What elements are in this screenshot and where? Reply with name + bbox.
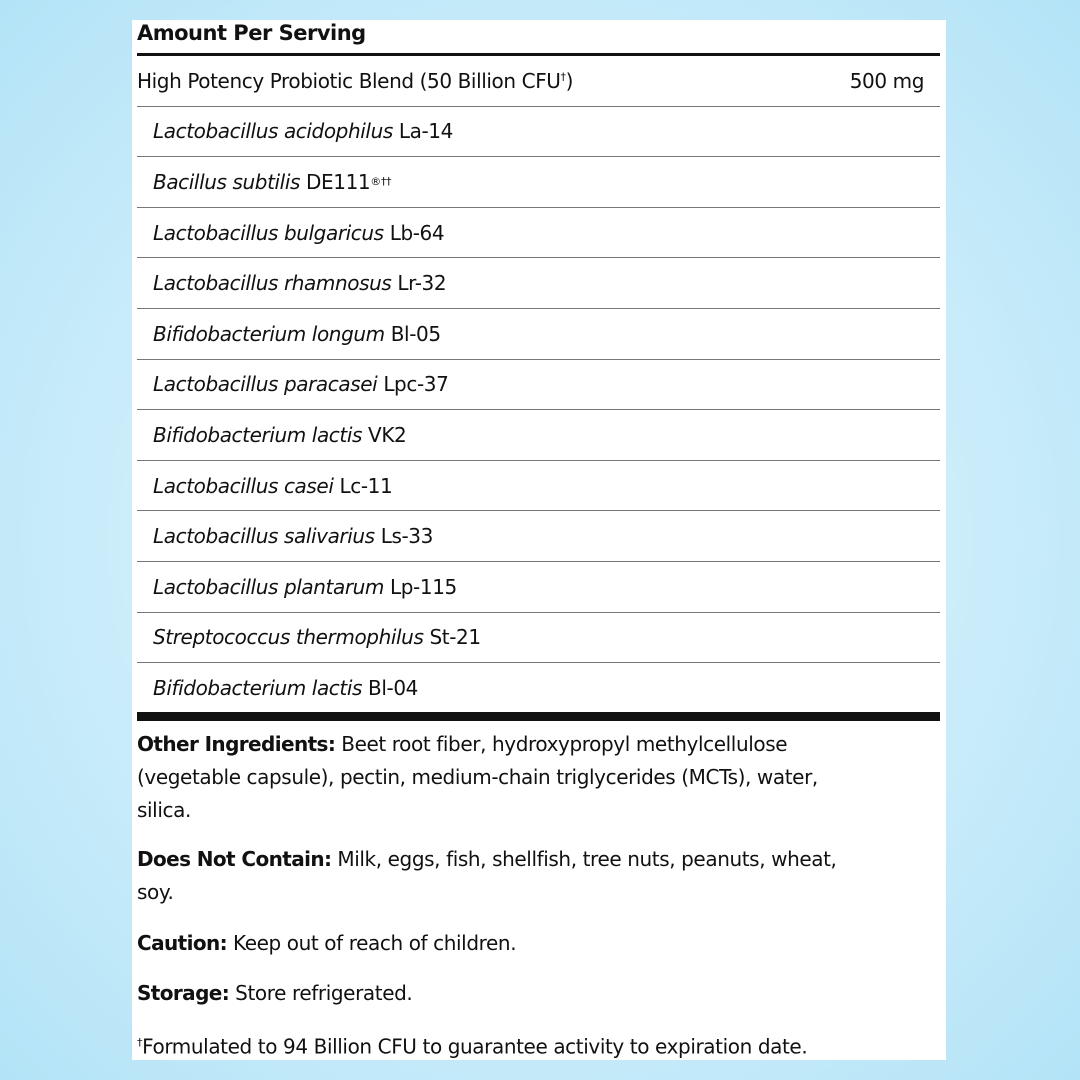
strain-row: Bacillus subtilis DE111 ®†† [137,157,940,208]
strain-code: Lc-11 [339,473,393,498]
strain-species: Lactobacillus casei [153,473,334,498]
strain-code: Bl-04 [368,675,418,700]
strain-species: Lactobacillus rhamnosus [153,271,392,296]
divider-bar [137,712,940,721]
strain-row: Lactobacillus salivarius Ls-33 [137,511,940,562]
strain-row: Lactobacillus acidophilus La-14 [137,107,940,158]
strain-row: Lactobacillus casei Lc-11 [137,461,940,512]
supplement-facts-panel: Amount Per Serving High Potency Probioti… [132,20,946,1060]
storage: Storage: Store refrigerated. [137,981,413,1005]
strain-species: Lactobacillus bulgaricus [153,220,384,245]
strain-row: Bifidobacterium lactis Bl-04 [137,663,940,714]
strain-row: Lactobacillus bulgaricus Lb-64 [137,208,940,259]
strain-code: Lpc-37 [383,372,449,397]
strain-row: Lactobacillus paracasei Lpc-37 [137,360,940,411]
strain-code: La-14 [398,119,453,144]
strain-code: Bl-05 [390,321,441,346]
strain-species: Lactobacillus plantarum [153,574,385,599]
strain-row: Bifidobacterium longum Bl-05 [137,309,940,360]
strain-species: Lactobacillus paracasei [153,372,378,397]
strain-row: Lactobacillus rhamnosus Lr-32 [137,258,940,309]
divider-thick [137,53,940,56]
blend-name: High Potency Probiotic Blend (50 Billion… [137,68,574,93]
strain-species: Bifidobacterium lactis [153,675,363,700]
other-ingredients: Other Ingredients: Beet root fiber, hydro… [137,732,818,822]
caution: Caution: Keep out of reach of children. [137,931,517,955]
blend-amount: 500 mg [849,68,925,93]
strain-mark: ®†† [370,175,392,189]
strain-species: Streptococcus thermophilus [153,625,424,650]
strain-code: DE111 [306,169,371,194]
strain-species: Bifidobacterium lactis [153,422,363,447]
blend-row: High Potency Probiotic Blend (50 Billion… [137,56,940,107]
strain-species: Lactobacillus acidophilus [153,119,393,144]
strain-code: Lp-115 [390,574,457,599]
strain-code: VK2 [368,422,407,447]
strain-species: Bacillus subtilis [153,169,301,194]
strain-row: Streptococcus thermophilus St-21 [137,613,940,664]
strain-code: St-21 [429,625,481,650]
strain-code: Ls-33 [380,524,434,549]
amount-per-serving-header: Amount Per Serving [137,21,366,45]
does-not-contain: Does Not Contain: Milk, eggs, fish, shell… [137,847,837,904]
footnote: †Formulated to 94 Billion CFU to guarant… [137,1034,808,1059]
strain-code: Lr-32 [397,271,447,296]
strain-row: Bifidobacterium lactis VK2 [137,410,940,461]
strain-code: Lb-64 [389,220,445,245]
strain-species: Bifidobacterium longum [153,321,385,346]
strain-species: Lactobacillus salivarius [153,524,375,549]
strain-row: Lactobacillus plantarum Lp-115 [137,562,940,613]
